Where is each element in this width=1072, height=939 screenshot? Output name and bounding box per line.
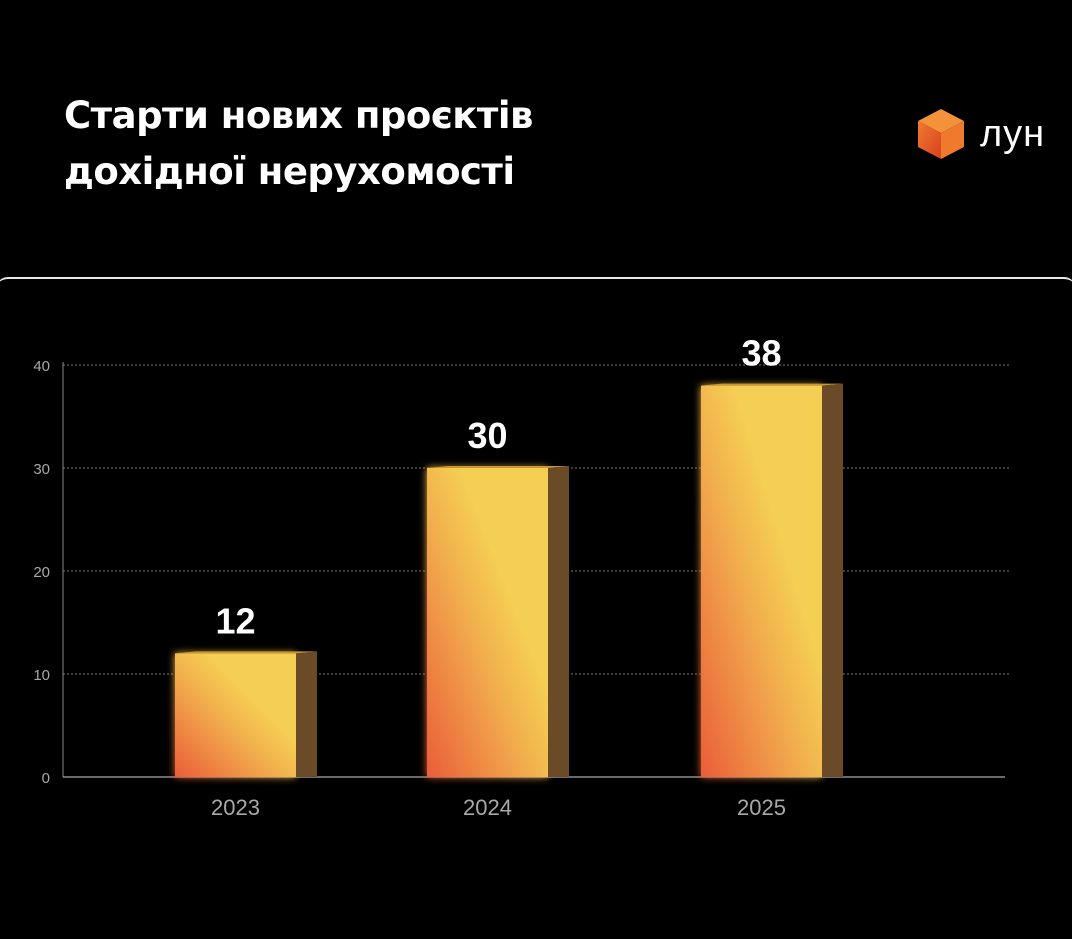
data-label: 38 (741, 333, 781, 374)
bar-side (548, 466, 569, 777)
chart-card (0, 277, 1072, 939)
bar-chart: 0 10 20 30 40 12 2023 30 2024 38 2025 (33, 333, 1010, 820)
y-tick-label: 20 (33, 564, 50, 581)
x-tick-label: 2023 (211, 795, 260, 820)
bar-top (701, 383, 843, 386)
y-tick-label: 10 (33, 667, 50, 684)
x-tick-label: 2024 (463, 795, 512, 820)
bar-side (822, 383, 843, 777)
cube-logo-icon (918, 109, 964, 159)
bar-top (427, 466, 569, 468)
bar (701, 385, 822, 777)
data-label: 30 (467, 415, 507, 456)
bar-top (175, 651, 317, 654)
y-tick-label: 30 (33, 461, 50, 478)
logo-text: лун (980, 113, 1046, 155)
page-title: Старти нових проєктів дохідної нерухомос… (64, 88, 533, 200)
title-line-2: дохідної нерухомості (64, 150, 515, 193)
y-tick-label: 0 (42, 770, 50, 787)
bar (175, 653, 296, 777)
bar-side (296, 651, 317, 777)
lun-logo: лун (916, 107, 1066, 167)
title-line-1: Старти нових проєктів (64, 94, 533, 137)
y-tick-label: 40 (33, 358, 50, 375)
bar (427, 468, 548, 777)
x-tick-label: 2025 (737, 795, 786, 820)
data-label: 12 (215, 600, 255, 641)
